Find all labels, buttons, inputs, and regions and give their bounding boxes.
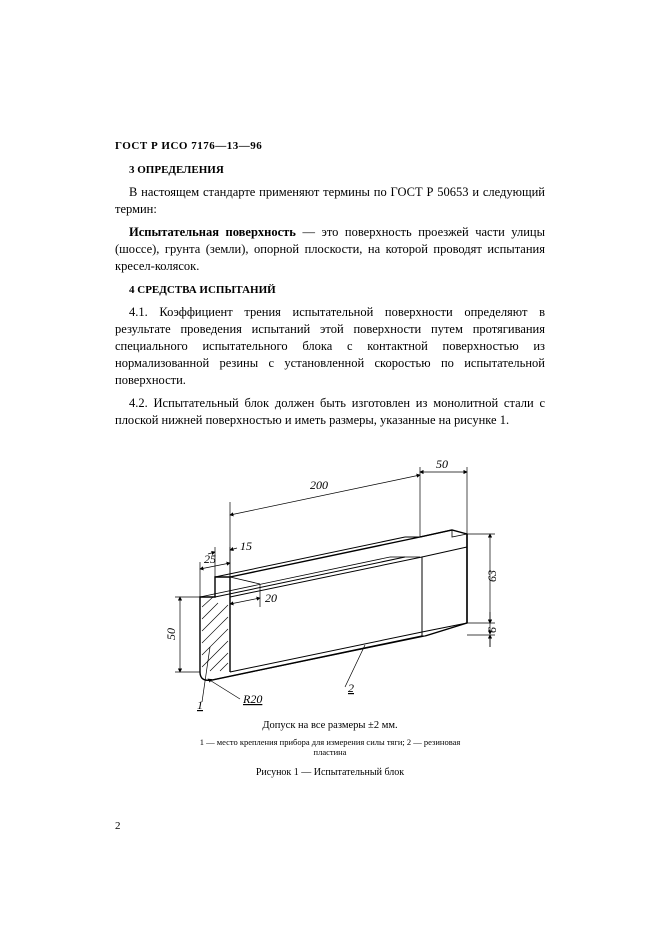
callout-2: 2 [348, 681, 354, 695]
s4-p42: 4.2. Испытательный блок должен быть изго… [115, 396, 545, 427]
page-content: ГОСТ Р ИСО 7176—13—96 3 ОПРЕДЕЛЕНИЯ В на… [115, 140, 545, 778]
dim-63: 63 [485, 570, 499, 582]
dim-6: 6 [485, 627, 499, 633]
callout-1: 1 [197, 698, 203, 712]
dim-20: 20 [265, 591, 277, 605]
section-4-para-2: 4.2. Испытательный блок должен быть изго… [115, 395, 545, 429]
dim-50-left: 50 [164, 628, 178, 640]
figure-1-drawing: 50 200 63 6 [140, 447, 520, 712]
dim-r20: R20 [242, 692, 262, 706]
figure-legend: 1 — место крепления прибора для измерени… [115, 737, 545, 757]
legend-line-2: пластина [314, 747, 347, 757]
legend-line-1: 1 — место крепления прибора для измерени… [200, 737, 461, 747]
dim-25: 25 [204, 552, 216, 566]
s4-p41: 4.1. Коэффициент трения испытательной по… [115, 305, 545, 387]
section-4-heading: 4 СРЕДСТВА ИСПЫТАНИЙ [129, 284, 545, 296]
section-4-para-1: 4.1. Коэффициент трения испытательной по… [115, 304, 545, 388]
term-bold: Испытательная поверхность [129, 225, 296, 239]
section-3-heading: 3 ОПРЕДЕЛЕНИЯ [129, 164, 545, 176]
section-3-para-2: Испытательная поверхность — это поверхно… [115, 224, 545, 275]
s3-p1-text: В настоящем стандарте применяют термины … [115, 185, 545, 216]
dim-15: 15 [240, 539, 252, 553]
page-number: 2 [115, 820, 121, 832]
dim-200: 200 [310, 478, 328, 492]
section-3-para-1: В настоящем стандарте применяют термины … [115, 184, 545, 218]
figure-tolerance: Допуск на все размеры ±2 мм. [115, 720, 545, 731]
standard-id: ГОСТ Р ИСО 7176—13—96 [115, 140, 545, 152]
dim-50-top: 50 [436, 457, 448, 471]
figure-caption: Рисунок 1 — Испытательный блок [115, 767, 545, 778]
